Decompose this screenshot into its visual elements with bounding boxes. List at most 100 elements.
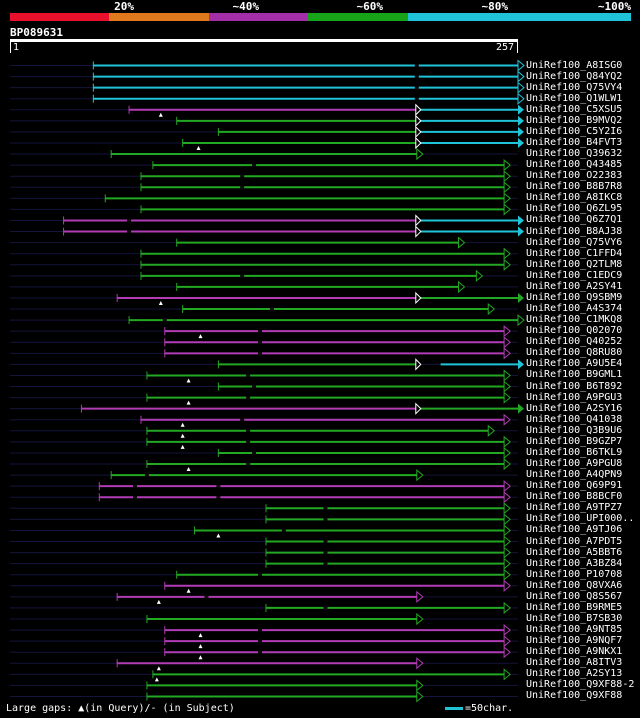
hit-end-arrow xyxy=(416,147,424,161)
hit-label[interactable]: UniRef100_B9MVQ2 xyxy=(526,114,623,126)
hit-label[interactable]: UniRef100_A4S374 xyxy=(526,303,623,315)
hit-end-arrow xyxy=(517,59,525,72)
hit-end-arrow xyxy=(503,159,511,172)
hit-label[interactable]: UniRef100_B7SB30 xyxy=(526,613,623,624)
ruler-end-label: 257 xyxy=(495,42,514,53)
query-gap-marker xyxy=(198,644,203,649)
hit-label[interactable]: UniRef100_A3BZ84 xyxy=(526,557,623,569)
hit-label[interactable]: UniRef100_Q75VY4 xyxy=(526,81,623,93)
hit-label[interactable]: UniRef100_A2SY16 xyxy=(526,402,623,414)
hit-label[interactable]: UniRef100_C5XSU5 xyxy=(526,103,623,115)
hit-label[interactable]: UniRef100_A2SY41 xyxy=(526,280,623,292)
ruler-end-tick xyxy=(517,42,518,53)
hit-label[interactable]: UniRef100_Q84YQ2 xyxy=(526,70,623,82)
hit-end-arrow xyxy=(503,513,511,526)
hit-label[interactable]: UniRef100_Q02070 xyxy=(526,325,623,337)
query-name: BP089631 xyxy=(10,26,63,39)
hit-mid-arrow xyxy=(415,358,422,371)
scale-label-5: ~100% xyxy=(597,0,631,13)
hit-label[interactable]: UniRef100_A9NQF7 xyxy=(526,635,623,647)
hit-end-arrow xyxy=(457,236,466,249)
hit-label[interactable]: UniRef100_UPI000.. xyxy=(526,513,635,525)
hit-label[interactable]: UniRef100_Q39632 xyxy=(526,148,623,160)
hit-end-arrow xyxy=(503,413,511,426)
hit-label[interactable]: UniRef100_A9PGU3 xyxy=(526,391,623,403)
hit-label[interactable]: UniRef100_A8IKC8 xyxy=(526,192,623,204)
hit-label[interactable]: UniRef100_Q40252 xyxy=(526,336,623,348)
query-gap-marker xyxy=(198,334,203,339)
hit-end-arrow xyxy=(416,590,424,603)
hit-label[interactable]: UniRef100_A9NKX1 xyxy=(526,646,623,658)
hit-label[interactable]: UniRef100_B8AJ38 xyxy=(526,225,623,237)
hit-label[interactable]: UniRef100_B6T892 xyxy=(526,380,623,392)
hit-end-arrow xyxy=(416,657,424,670)
hit-label[interactable]: UniRef100_A4QPN9 xyxy=(526,469,623,481)
hit-end-arrow xyxy=(503,568,511,581)
hit-end-arrow xyxy=(518,292,524,303)
hit-label[interactable]: UniRef100_B9GZP7 xyxy=(526,435,623,447)
hit-label[interactable]: UniRef100_B9RME5 xyxy=(526,601,623,613)
hit-label[interactable]: UniRef100_A9PGU8 xyxy=(526,458,623,470)
hit-mid-arrow xyxy=(415,125,422,139)
hit-label[interactable]: UniRef100_Q43485 xyxy=(526,159,623,171)
hit-mid-arrow xyxy=(415,214,422,227)
ruler-start-tick xyxy=(10,42,11,53)
hit-end-arrow xyxy=(416,469,424,482)
hit-label[interactable]: UniRef100_B8BCF0 xyxy=(526,491,623,503)
hit-label[interactable]: UniRef100_B6TKL9 xyxy=(526,446,623,458)
hit-label[interactable]: UniRef100_A5BBT6 xyxy=(526,546,623,558)
hit-label[interactable]: UniRef100_C5Y2I6 xyxy=(526,125,623,137)
hit-label[interactable]: UniRef100_Q9SBM9 xyxy=(526,291,623,303)
hit-label[interactable]: UniRef100_B9GML1 xyxy=(526,369,623,381)
hit-label[interactable]: UniRef100_O22383 xyxy=(526,170,623,182)
hit-label[interactable]: UniRef100_Q9XF88-2 xyxy=(526,679,635,691)
hit-label[interactable]: UniRef100_C1EDC9 xyxy=(526,269,623,281)
scale-segment-5 xyxy=(407,13,631,21)
hit-end-arrow xyxy=(503,557,511,570)
hit-end-arrow xyxy=(518,215,524,226)
hit-end-arrow xyxy=(518,115,524,126)
hit-label[interactable]: UniRef100_Q8RU80 xyxy=(526,347,623,359)
hit-label[interactable]: UniRef100_Q6ZL95 xyxy=(526,203,623,215)
hit-label[interactable]: UniRef100_C1FFD4 xyxy=(526,247,623,259)
hit-label[interactable]: UniRef100_A9NT85 xyxy=(526,624,623,636)
hit-end-arrow xyxy=(503,369,511,382)
hit-label[interactable]: UniRef100_A8ISG0 xyxy=(526,59,623,71)
gap-legend: Large gaps: ▲(in Query)/- (in Subject) xyxy=(6,703,235,714)
hit-end-arrow xyxy=(416,612,424,626)
hit-label[interactable]: UniRef100_Q8S567 xyxy=(526,590,623,602)
hit-end-arrow xyxy=(503,181,511,194)
query-gap-marker xyxy=(180,444,185,449)
hit-label[interactable]: UniRef100_Q1WLW1 xyxy=(526,92,623,104)
hit-end-arrow xyxy=(503,203,511,216)
hit-label[interactable]: UniRef100_Q75VY6 xyxy=(526,236,623,248)
hit-label[interactable]: UniRef100_B4FVT3 xyxy=(526,136,623,148)
hit-label[interactable]: UniRef100_C1MKQ8 xyxy=(526,314,623,326)
hit-end-arrow xyxy=(487,302,496,316)
hit-end-arrow xyxy=(517,92,525,105)
hit-end-arrow xyxy=(503,380,511,393)
hit-label[interactable]: UniRef100_Q69P91 xyxy=(526,480,623,492)
hit-label[interactable]: UniRef100_Q41038 xyxy=(526,413,623,425)
hit-label[interactable]: UniRef100_Q6Z7Q1 xyxy=(526,214,623,226)
hit-label[interactable]: UniRef100_Q8VXA6 xyxy=(526,579,623,591)
query-gap-marker xyxy=(198,633,203,638)
hit-label[interactable]: UniRef100_Q3B9U6 xyxy=(526,424,623,436)
hit-end-arrow xyxy=(457,280,466,293)
hit-label[interactable]: UniRef100_A2SY13 xyxy=(526,668,623,680)
hit-label[interactable]: UniRef100_A9TJ06 xyxy=(526,524,623,536)
hit-label[interactable]: UniRef100_B8B7R8 xyxy=(526,181,623,193)
hit-label[interactable]: UniRef100_P10708 xyxy=(526,568,623,580)
hit-end-arrow xyxy=(518,104,524,115)
hit-label[interactable]: UniRef100_Q2TLM8 xyxy=(526,258,623,270)
hit-label[interactable]: UniRef100_Q9XF88 xyxy=(526,690,623,702)
hit-label[interactable]: UniRef100_A8ITV3 xyxy=(526,657,623,669)
query-gap-marker xyxy=(180,433,185,438)
hit-label[interactable]: UniRef100_A9U5E4 xyxy=(526,358,623,370)
hit-end-arrow xyxy=(503,535,511,548)
hit-label[interactable]: UniRef100_A9TPZ7 xyxy=(526,502,623,514)
hit-label[interactable]: UniRef100_A7PDT5 xyxy=(526,535,623,547)
query-bar xyxy=(10,39,518,42)
query-gap-marker xyxy=(216,533,221,538)
